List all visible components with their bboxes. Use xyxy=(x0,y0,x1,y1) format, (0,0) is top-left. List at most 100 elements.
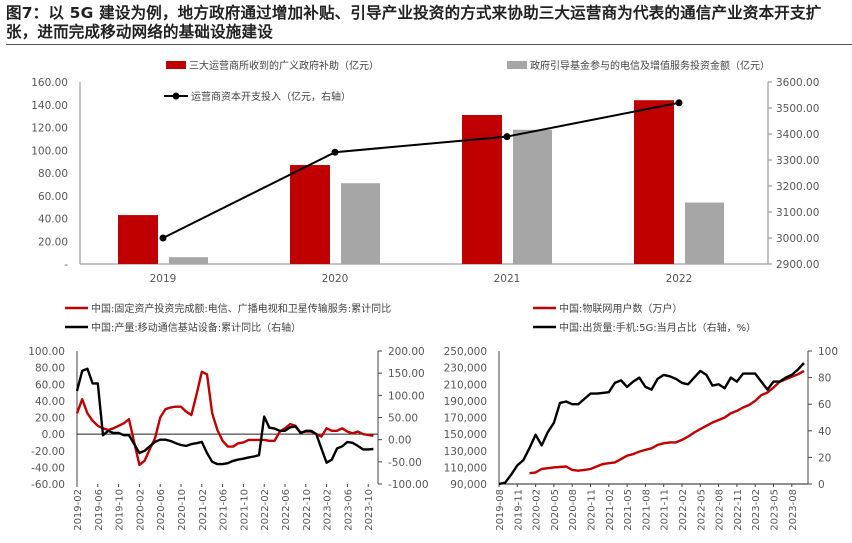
x-tick-label: 2023-02 xyxy=(323,489,334,531)
y2-tick-label: 0.00 xyxy=(388,435,411,447)
y2-tick-label: 3300.00 xyxy=(776,155,819,167)
y2-tick-label: 3200.00 xyxy=(776,181,819,193)
y-tick-label: 60.00 xyxy=(35,379,65,391)
x-tick-label: 2020-06 xyxy=(156,489,167,531)
y2-tick-label: 40 xyxy=(818,426,831,438)
y-tick-label: 40.00 xyxy=(38,214,68,226)
y-tick-label: 80.00 xyxy=(35,363,65,375)
bar-guided-fund-investment xyxy=(685,202,724,264)
title-divider xyxy=(6,44,852,45)
y2-tick-label: 150.00 xyxy=(388,368,425,380)
x-tick-label: 2022-08 xyxy=(715,489,726,531)
x-tick-label: 2022 xyxy=(666,273,693,285)
x-tick-label: 2022-06 xyxy=(281,489,292,531)
y2-tick-label: 3100.00 xyxy=(776,207,819,219)
bar-government-subsidy xyxy=(634,100,674,264)
legend-swatch-red xyxy=(166,61,186,69)
legend-label: 三大运营商所收到的广义政府补助（亿元） xyxy=(189,59,379,72)
x-tick-label: 2020-02 xyxy=(532,489,543,531)
y2-tick-label: 80 xyxy=(818,373,831,385)
y2-tick-label: -100.00 xyxy=(388,479,429,491)
x-tick-label: 2021-02 xyxy=(605,489,616,531)
x-tick-label: 2023-06 xyxy=(343,489,354,531)
x-tick-label: 2020-05 xyxy=(550,489,561,531)
bar-government-subsidy xyxy=(290,165,330,264)
y-tick-label: -40.00 xyxy=(31,462,65,474)
x-tick-label: 2019 xyxy=(150,273,177,285)
x-tick-label: 2022-10 xyxy=(302,489,313,531)
x-tick-label: 2021-10 xyxy=(239,489,250,531)
x-tick-label: 2021-06 xyxy=(219,489,230,531)
y2-tick-label: 50.00 xyxy=(388,413,418,425)
y2-tick-label: 3500.00 xyxy=(776,103,819,115)
series-line-left-axis xyxy=(75,370,374,467)
legend-label: 中国:固定资产投资完成额:电信、广播电视和卫星传输服务:累计同比 xyxy=(91,302,391,315)
bar-guided-fund-investment xyxy=(341,183,380,264)
y-tick-label: 80.00 xyxy=(38,168,68,180)
x-tick-label: 2022-11 xyxy=(733,489,744,531)
y2-tick-label: 3400.00 xyxy=(776,129,819,141)
legend-label: 政府引导基金参与的电信及增值服务投资金额（亿元） xyxy=(530,59,770,72)
y2-tick-label: -50.00 xyxy=(388,457,422,469)
y2-tick-label: 60 xyxy=(818,399,831,411)
point-operator-capex xyxy=(675,99,683,107)
point-operator-capex xyxy=(159,234,167,242)
y2-tick-label: 100.00 xyxy=(388,390,425,402)
y-tick-label: 130,000 xyxy=(444,446,487,458)
y2-tick-label: 200.00 xyxy=(388,346,425,358)
y-tick-label: 170,000 xyxy=(444,413,487,425)
x-tick-label: 2021 xyxy=(494,273,521,285)
y2-tick-label: 20 xyxy=(818,452,831,464)
bar-government-subsidy xyxy=(118,215,158,264)
y-tick-label: - xyxy=(64,259,68,271)
x-tick-label: 2023-10 xyxy=(364,489,375,531)
x-tick-label: 2020-10 xyxy=(177,489,188,531)
point-operator-capex xyxy=(503,133,511,141)
y2-tick-label: 3600.00 xyxy=(776,77,819,89)
series-line-right-axis xyxy=(498,362,805,486)
y-tick-label: 90,000 xyxy=(450,479,487,491)
y-tick-label: 120.00 xyxy=(31,123,68,135)
x-tick-label: 2019-02 xyxy=(73,489,84,531)
y-tick-label: 40.00 xyxy=(35,396,65,408)
y-tick-label: -60.00 xyxy=(31,479,65,491)
legend-label: 中国:物联网用户数（万户） xyxy=(559,302,682,315)
x-tick-label: 2023-08 xyxy=(788,489,799,531)
y-tick-label: 20.00 xyxy=(35,413,65,425)
x-tick-label: 2020-11 xyxy=(587,489,598,531)
y-tick-label: 0.00 xyxy=(42,429,65,441)
y-tick-label: 100.00 xyxy=(31,145,68,157)
x-tick-label: 2022-05 xyxy=(696,489,707,531)
y2-tick-label: 3000.00 xyxy=(776,233,819,245)
figure-title: 图7：以 5G 建设为例，地方政府通过增加补贴、引导产业投资的方式来协助三大运营… xyxy=(6,4,822,41)
legend-label: 运营商资本开支投入（亿元，右轴） xyxy=(191,90,351,103)
x-tick-label: 2019-06 xyxy=(94,489,105,531)
y-tick-label: 160.00 xyxy=(31,77,68,89)
x-tick-label: 2019-11 xyxy=(513,489,524,531)
y2-tick-label: 2900.00 xyxy=(776,259,819,271)
y-tick-label: 140.00 xyxy=(31,100,68,112)
y-tick-label: 100.00 xyxy=(28,346,65,358)
x-tick-label: 2021-11 xyxy=(660,489,671,531)
bar-guided-fund-investment xyxy=(513,129,552,264)
x-tick-label: 2023-05 xyxy=(770,489,781,531)
legend-swatch-gray xyxy=(507,61,527,69)
x-tick-label: 2022-02 xyxy=(678,489,689,531)
x-tick-label: 2019-08 xyxy=(495,489,506,531)
point-operator-capex xyxy=(331,148,339,156)
y-tick-label: -20.00 xyxy=(31,446,65,458)
y-tick-label: 60.00 xyxy=(38,191,68,203)
y-tick-label: 150,000 xyxy=(444,429,487,441)
legend-marker xyxy=(172,92,180,100)
x-tick-label: 2020 xyxy=(322,273,349,285)
y2-tick-label: 100 xyxy=(818,346,838,358)
x-tick-label: 2021-02 xyxy=(198,489,209,531)
y-tick-label: 230,000 xyxy=(444,363,487,375)
x-tick-label: 2019-10 xyxy=(115,489,126,531)
y-tick-label: 190,000 xyxy=(444,396,487,408)
series-line-left-axis xyxy=(529,369,805,475)
x-tick-label: 2021-08 xyxy=(641,489,652,531)
series-line-right-axis xyxy=(75,367,374,466)
y-tick-label: 20.00 xyxy=(38,236,68,248)
